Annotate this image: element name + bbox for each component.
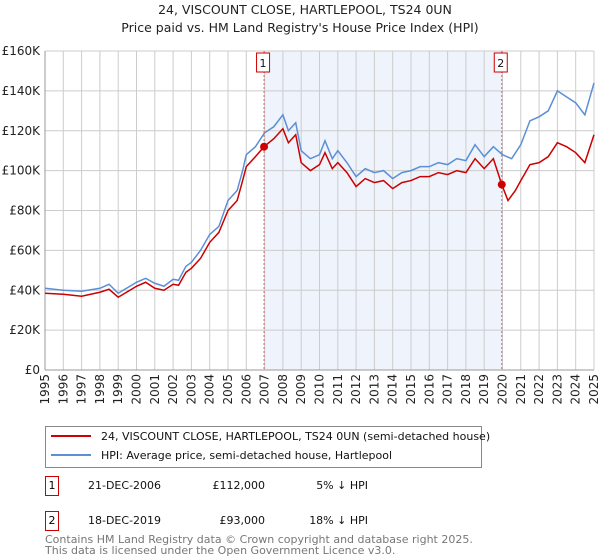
- price-chart: 24, VISCOUNT CLOSE, HARTLEPOOL, TS24 0UN…: [2, 2, 600, 405]
- x-tick-label: 2008: [276, 374, 290, 405]
- sale-2-marker: 2: [45, 511, 59, 531]
- x-tick-label: 2006: [239, 374, 253, 405]
- x-tick-label: 2012: [349, 374, 363, 405]
- footer-copyright: Contains HM Land Registry data © Crown c…: [45, 533, 473, 546]
- x-tick-label: 2022: [532, 374, 546, 405]
- y-tick-label: £0: [25, 363, 40, 377]
- sale-1-label: 1: [260, 57, 267, 70]
- chart-subtitle: Price paid vs. HM Land Registry's House …: [121, 20, 478, 35]
- x-tick-label: 2016: [422, 374, 436, 405]
- x-tick-label: 1998: [93, 374, 107, 405]
- chart-title: 24, VISCOUNT CLOSE, HARTLEPOOL, TS24 0UN: [158, 2, 452, 17]
- x-tick-label: 2003: [184, 374, 198, 405]
- sale-2-date: 18-DEC-2019: [88, 514, 162, 527]
- sale-1-point: [260, 142, 269, 151]
- sale-1-marker: 1: [45, 476, 59, 496]
- sale-1-delta: 5% ↓ HPI: [316, 479, 368, 492]
- x-tick-label: 2001: [148, 374, 162, 405]
- sale-2-delta: 18% ↓ HPI: [309, 514, 368, 527]
- x-tick-label: 2002: [166, 374, 180, 405]
- x-tick-label: 2010: [313, 374, 327, 405]
- legend-label-property: 24, VISCOUNT CLOSE, HARTLEPOOL, TS24 0UN…: [101, 430, 490, 443]
- sale-2-price: £93,000: [219, 514, 266, 527]
- x-tick-label: 2014: [386, 374, 400, 405]
- legend-label-hpi: HPI: Average price, semi-detached house,…: [101, 449, 392, 462]
- y-tick-label: £140K: [2, 84, 42, 98]
- legend: 24, VISCOUNT CLOSE, HARTLEPOOL, TS24 0UN…: [45, 426, 490, 468]
- x-tick-label: 2009: [294, 374, 308, 405]
- legend-box: [45, 426, 482, 468]
- x-tick-label: 2025: [587, 374, 600, 405]
- sale-2-label: 2: [497, 57, 504, 70]
- x-tick-label: 1999: [111, 374, 125, 405]
- footer-licence: This data is licensed under the Open Gov…: [45, 544, 396, 557]
- sale-2-label-box: [493, 52, 508, 73]
- y-tick-label: £100K: [2, 164, 42, 178]
- x-tick-label: 2004: [203, 374, 217, 405]
- y-tick-label: £20K: [9, 323, 41, 337]
- y-tick-label: £160K: [2, 44, 42, 58]
- x-tick-label: 2019: [477, 374, 491, 405]
- property-price-line: [44, 127, 595, 299]
- x-tick-label: 2017: [441, 374, 455, 405]
- x-tick-label: 2007: [258, 374, 272, 405]
- x-tick-label: 1995: [38, 374, 52, 405]
- x-tick-label: 1997: [75, 374, 89, 405]
- x-tick-label: 2024: [569, 374, 583, 405]
- x-tick-label: 1996: [56, 374, 70, 405]
- x-tick-label: 2021: [514, 374, 528, 405]
- x-tick-label: 2013: [367, 374, 381, 405]
- sale-1-price: £112,000: [212, 479, 266, 492]
- x-tick-label: 2023: [550, 374, 564, 405]
- x-tick-label: 2020: [496, 374, 510, 405]
- x-tick-label: 2000: [130, 374, 144, 405]
- x-tick-label: 2005: [221, 374, 235, 405]
- y-tick-label: £120K: [2, 124, 42, 138]
- sale-1-date: 21-DEC-2006: [88, 479, 162, 492]
- sale-1-label-box: [256, 52, 271, 73]
- y-tick-label: £40K: [9, 283, 41, 297]
- x-tick-label: 2015: [404, 374, 418, 405]
- y-tick-label: £80K: [9, 204, 41, 218]
- x-tick-label: 2018: [459, 374, 473, 405]
- x-tick-label: 2011: [331, 374, 345, 405]
- hpi-line: [44, 82, 595, 295]
- y-tick-label: £60K: [9, 243, 41, 257]
- sale-2-point: [497, 180, 506, 189]
